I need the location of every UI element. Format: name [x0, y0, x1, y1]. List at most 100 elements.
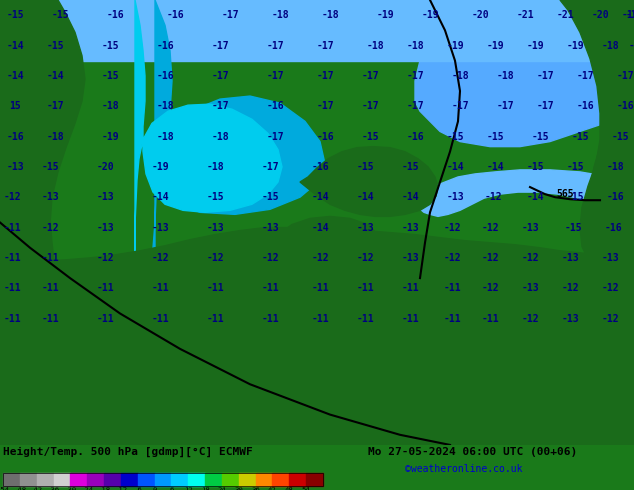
Text: -13: -13 — [41, 192, 59, 202]
Text: -18: -18 — [156, 101, 174, 111]
Text: -12: -12 — [96, 253, 114, 263]
Text: -20: -20 — [96, 162, 114, 172]
Text: -15: -15 — [486, 131, 504, 142]
Text: Mo 27-05-2024 06:00 UTC (00+06): Mo 27-05-2024 06:00 UTC (00+06) — [368, 447, 577, 457]
Text: -18: -18 — [625, 10, 634, 20]
Text: -11: -11 — [311, 283, 329, 293]
Text: -17: -17 — [536, 101, 554, 111]
Text: -17: -17 — [406, 101, 424, 111]
Bar — [306, 473, 323, 486]
Polygon shape — [270, 217, 380, 261]
Text: -19: -19 — [151, 162, 169, 172]
Bar — [104, 473, 121, 486]
Text: -11: -11 — [41, 314, 59, 323]
Text: -18: -18 — [451, 71, 469, 81]
Text: -11: -11 — [41, 253, 59, 263]
Text: -54: -54 — [0, 487, 10, 490]
Text: -18: -18 — [98, 487, 110, 490]
Text: -15: -15 — [531, 131, 549, 142]
Text: -15: -15 — [566, 162, 584, 172]
Bar — [20, 473, 37, 486]
Text: -12: -12 — [114, 487, 127, 490]
Text: 42: 42 — [268, 487, 277, 490]
Text: 15: 15 — [9, 101, 21, 111]
Text: -18: -18 — [271, 10, 289, 20]
Bar — [0, 0, 634, 61]
Text: -18: -18 — [321, 10, 339, 20]
Bar — [53, 473, 70, 486]
Text: -13: -13 — [561, 253, 579, 263]
Text: -16: -16 — [156, 41, 174, 50]
Text: 12: 12 — [184, 487, 193, 490]
Polygon shape — [135, 0, 282, 399]
Text: -12: -12 — [356, 253, 374, 263]
Text: -11: -11 — [443, 314, 461, 323]
Text: -15: -15 — [261, 192, 279, 202]
Text: -11: -11 — [206, 314, 224, 323]
Text: -16: -16 — [316, 131, 334, 142]
Bar — [222, 473, 239, 486]
Polygon shape — [152, 0, 325, 394]
Text: -16: -16 — [106, 10, 124, 20]
Text: -18: -18 — [601, 41, 619, 50]
Polygon shape — [0, 0, 72, 445]
Text: -12: -12 — [443, 253, 461, 263]
Bar — [138, 473, 155, 486]
Text: -17: -17 — [316, 71, 334, 81]
Text: -17: -17 — [616, 71, 634, 81]
Text: -13: -13 — [561, 314, 579, 323]
Bar — [3, 473, 323, 486]
Polygon shape — [0, 227, 634, 445]
Text: -11: -11 — [96, 283, 114, 293]
Text: 48: 48 — [285, 487, 294, 490]
Polygon shape — [0, 0, 25, 445]
Text: -16: -16 — [266, 101, 284, 111]
Text: -14: -14 — [311, 222, 329, 233]
Text: 6: 6 — [169, 487, 174, 490]
Text: -15: -15 — [566, 192, 584, 202]
Text: Height/Temp. 500 hPa [gdmp][°C] ECMWF: Height/Temp. 500 hPa [gdmp][°C] ECMWF — [3, 447, 253, 457]
Text: -11: -11 — [96, 314, 114, 323]
Text: -20: -20 — [591, 10, 609, 20]
Text: -1: -1 — [628, 41, 634, 50]
Text: -11: -11 — [3, 314, 21, 323]
Text: -16: -16 — [606, 192, 624, 202]
Text: -13: -13 — [96, 222, 114, 233]
Text: -17: -17 — [266, 131, 284, 142]
Text: 0: 0 — [152, 487, 157, 490]
Text: -17: -17 — [536, 71, 554, 81]
Text: -14: -14 — [401, 192, 419, 202]
Text: -14: -14 — [151, 192, 169, 202]
Text: -11: -11 — [443, 283, 461, 293]
Text: 565: 565 — [556, 189, 574, 199]
Polygon shape — [0, 0, 85, 445]
Text: -19: -19 — [446, 41, 464, 50]
Text: -11: -11 — [151, 283, 169, 293]
Text: -14: -14 — [356, 192, 374, 202]
Text: -16: -16 — [576, 101, 594, 111]
Text: -12: -12 — [311, 253, 329, 263]
Text: -15: -15 — [611, 131, 629, 142]
Text: -18: -18 — [406, 41, 424, 50]
Polygon shape — [560, 0, 634, 288]
Bar — [256, 473, 273, 486]
Text: -17: -17 — [406, 71, 424, 81]
Text: -11: -11 — [261, 314, 279, 323]
Polygon shape — [280, 61, 634, 217]
Text: -16: -16 — [6, 131, 24, 142]
Text: ©weatheronline.co.uk: ©weatheronline.co.uk — [405, 464, 522, 474]
Text: -13: -13 — [446, 192, 464, 202]
Text: -17: -17 — [316, 101, 334, 111]
Text: -16: -16 — [616, 101, 634, 111]
Text: -18: -18 — [46, 131, 64, 142]
Text: -16: -16 — [604, 222, 622, 233]
Text: 24: 24 — [217, 487, 226, 490]
Text: -11: -11 — [3, 283, 21, 293]
Text: -11: -11 — [3, 222, 21, 233]
Bar — [188, 473, 205, 486]
Text: -24: -24 — [81, 487, 94, 490]
Text: -42: -42 — [30, 487, 43, 490]
Bar — [155, 473, 171, 486]
Text: -15: -15 — [101, 71, 119, 81]
Text: -12: -12 — [521, 253, 539, 263]
